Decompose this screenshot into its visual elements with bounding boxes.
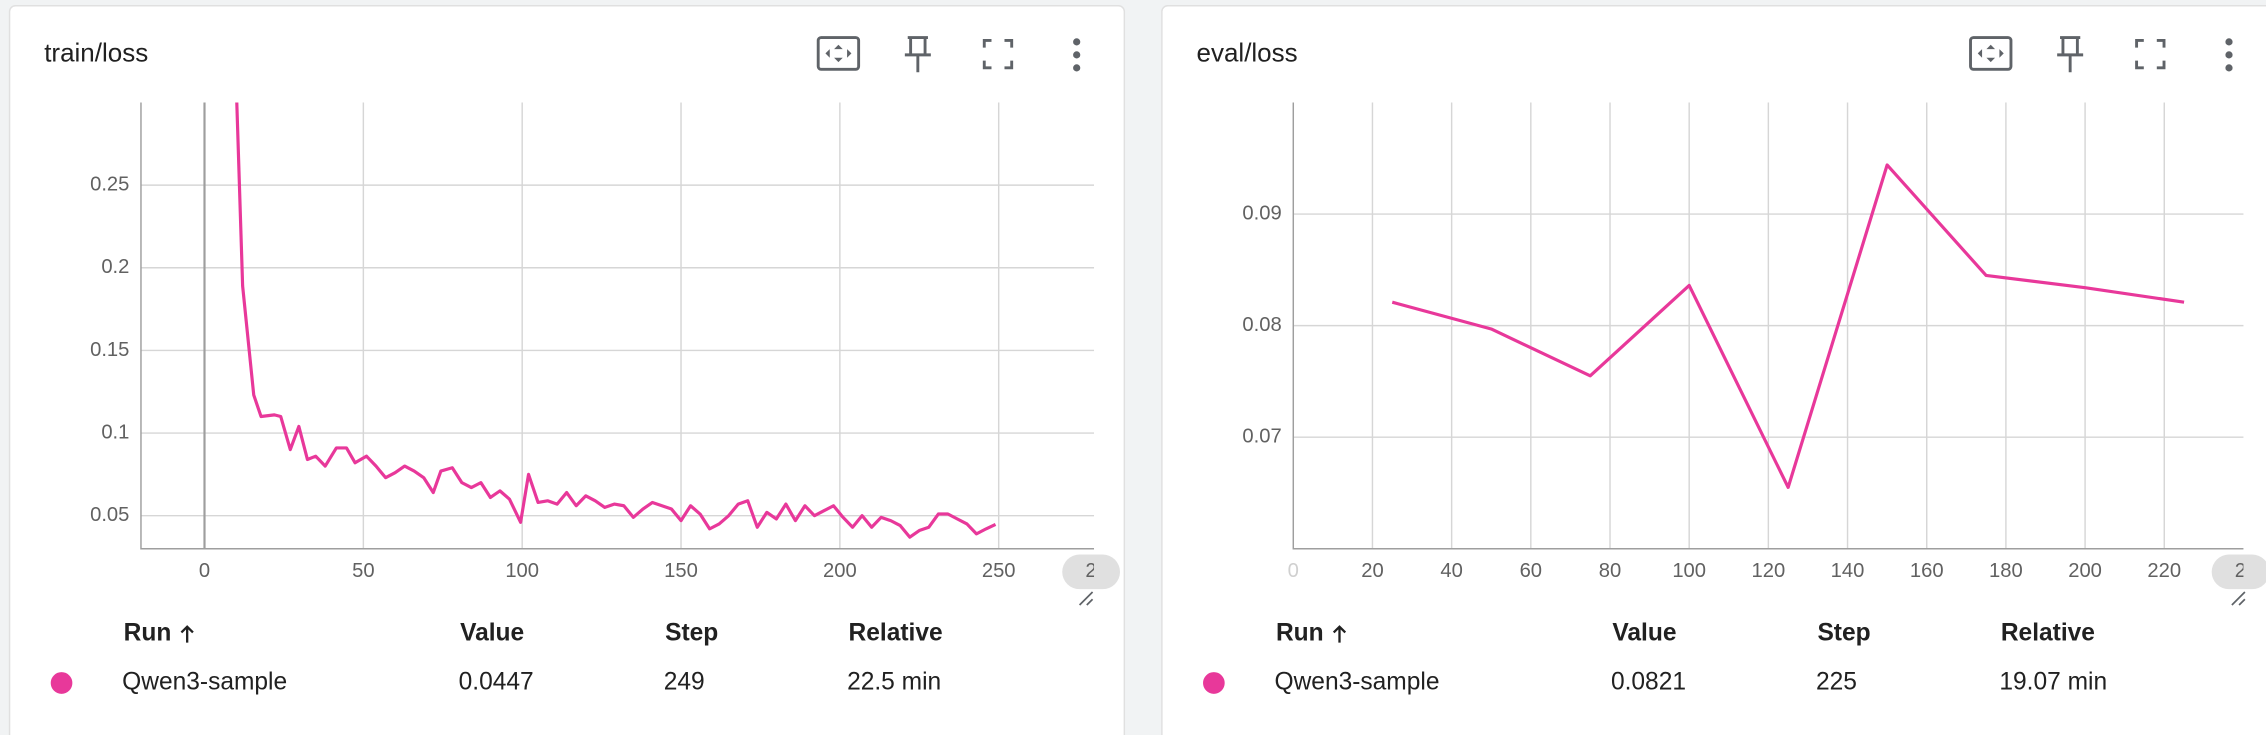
fullscreen-button[interactable] bbox=[982, 38, 1014, 70]
x-tick-label: 280 bbox=[1085, 560, 1119, 582]
table-header: Value bbox=[460, 619, 524, 646]
axis bbox=[1292, 102, 2244, 550]
table-cell: 0.0447 bbox=[459, 669, 534, 696]
x-tick-label: 180 bbox=[1989, 560, 2023, 582]
x-tick-label: 0 bbox=[1288, 560, 1299, 582]
table-cell: 22.5 min bbox=[847, 669, 941, 696]
table-header: Value bbox=[1612, 619, 1676, 646]
run-color-dot bbox=[49, 670, 74, 696]
x-tick-label: 100 bbox=[1672, 560, 1706, 582]
card-icons bbox=[1969, 36, 2246, 606]
x-tick-label: 140 bbox=[1831, 560, 1865, 582]
table-header: Run bbox=[1276, 619, 1324, 646]
table-cell: 249 bbox=[664, 669, 705, 696]
chart-card: eval/loss0.060.070.080.090.1020406080100… bbox=[1161, 5, 2266, 735]
table-header: Step bbox=[1817, 619, 1870, 646]
x-tick-label: 250 bbox=[982, 560, 1016, 582]
y-tick-label: 0.05 bbox=[90, 504, 129, 526]
fit-arrows bbox=[825, 44, 852, 63]
icons bbox=[816, 36, 2246, 606]
x-tick-label: 100 bbox=[505, 560, 539, 582]
fit-domain-button[interactable] bbox=[1969, 36, 2013, 71]
run-name: Qwen3-sample bbox=[122, 669, 287, 696]
y-tick-label: 0.1 bbox=[101, 421, 129, 443]
series-line bbox=[1391, 163, 2185, 489]
x-tick-label: 80 bbox=[1599, 560, 1621, 582]
x-tick-label: 200 bbox=[823, 560, 857, 582]
fit-domain-button[interactable] bbox=[816, 36, 861, 71]
x-tick-label: 120 bbox=[1752, 560, 1786, 582]
x-tick-label: 40 bbox=[1440, 560, 1462, 582]
x-tick-label: 220 bbox=[2147, 560, 2181, 582]
x-tick-label: 200 bbox=[2068, 560, 2102, 582]
menu-button[interactable] bbox=[1073, 38, 1081, 72]
table-cell: 0.0821 bbox=[1611, 669, 1686, 696]
chart-title: train/loss bbox=[44, 38, 148, 68]
table-header: Run bbox=[124, 619, 172, 646]
card-icons bbox=[816, 36, 1094, 606]
pin-button[interactable] bbox=[2057, 36, 2084, 73]
x-tick-label: 160 bbox=[1910, 560, 1944, 582]
x-range-pill bbox=[1062, 554, 1121, 590]
x-tick-label: 150 bbox=[664, 560, 698, 582]
fullscreen-button[interactable] bbox=[2135, 38, 2166, 70]
axis bbox=[140, 102, 1095, 550]
chart-card: train/loss0.050.10.150.20.250.3050100150… bbox=[8, 5, 1126, 735]
x-tick-label: 50 bbox=[352, 560, 374, 582]
sort-arrow bbox=[180, 625, 194, 643]
table-cell: 19.07 min bbox=[1999, 669, 2107, 696]
card-background bbox=[8, 5, 1126, 735]
table-header: Relative bbox=[2001, 619, 2095, 646]
run-name: Qwen3-sample bbox=[1275, 669, 1440, 696]
y-tick-label: 0.15 bbox=[90, 339, 129, 361]
y-tick-label: 0.07 bbox=[1242, 426, 1281, 448]
run-color-dot bbox=[1201, 670, 1227, 696]
x-tick-label: 20 bbox=[1361, 560, 1383, 582]
table-header: Relative bbox=[849, 619, 943, 646]
cards: train/loss0.050.10.150.20.250.3050100150… bbox=[8, 5, 2266, 735]
menu-button[interactable] bbox=[2225, 38, 2233, 72]
resize-handle[interactable] bbox=[1078, 591, 1094, 606]
y-tick-label: 0.25 bbox=[90, 173, 129, 195]
chart-title: eval/loss bbox=[1197, 38, 1298, 68]
resize-handle[interactable] bbox=[2231, 591, 2246, 606]
y-tick-label: 0.2 bbox=[101, 256, 129, 278]
fit-arrows bbox=[1977, 44, 2004, 63]
x-tick-label: 0 bbox=[199, 560, 210, 582]
x-tick-label: 60 bbox=[1520, 560, 1542, 582]
x-range-pill bbox=[2211, 554, 2266, 590]
y-tick-label: 0.08 bbox=[1242, 314, 1281, 336]
y-tick-label: 0.09 bbox=[1242, 202, 1281, 224]
pin-button[interactable] bbox=[904, 36, 931, 73]
card-background bbox=[1161, 5, 2266, 735]
x-tick-label: 240 bbox=[2235, 560, 2266, 582]
sort-arrow bbox=[1332, 625, 1347, 643]
series-line bbox=[235, 102, 997, 539]
table-header: Step bbox=[665, 619, 718, 646]
table-cell: 225 bbox=[1816, 669, 1857, 696]
